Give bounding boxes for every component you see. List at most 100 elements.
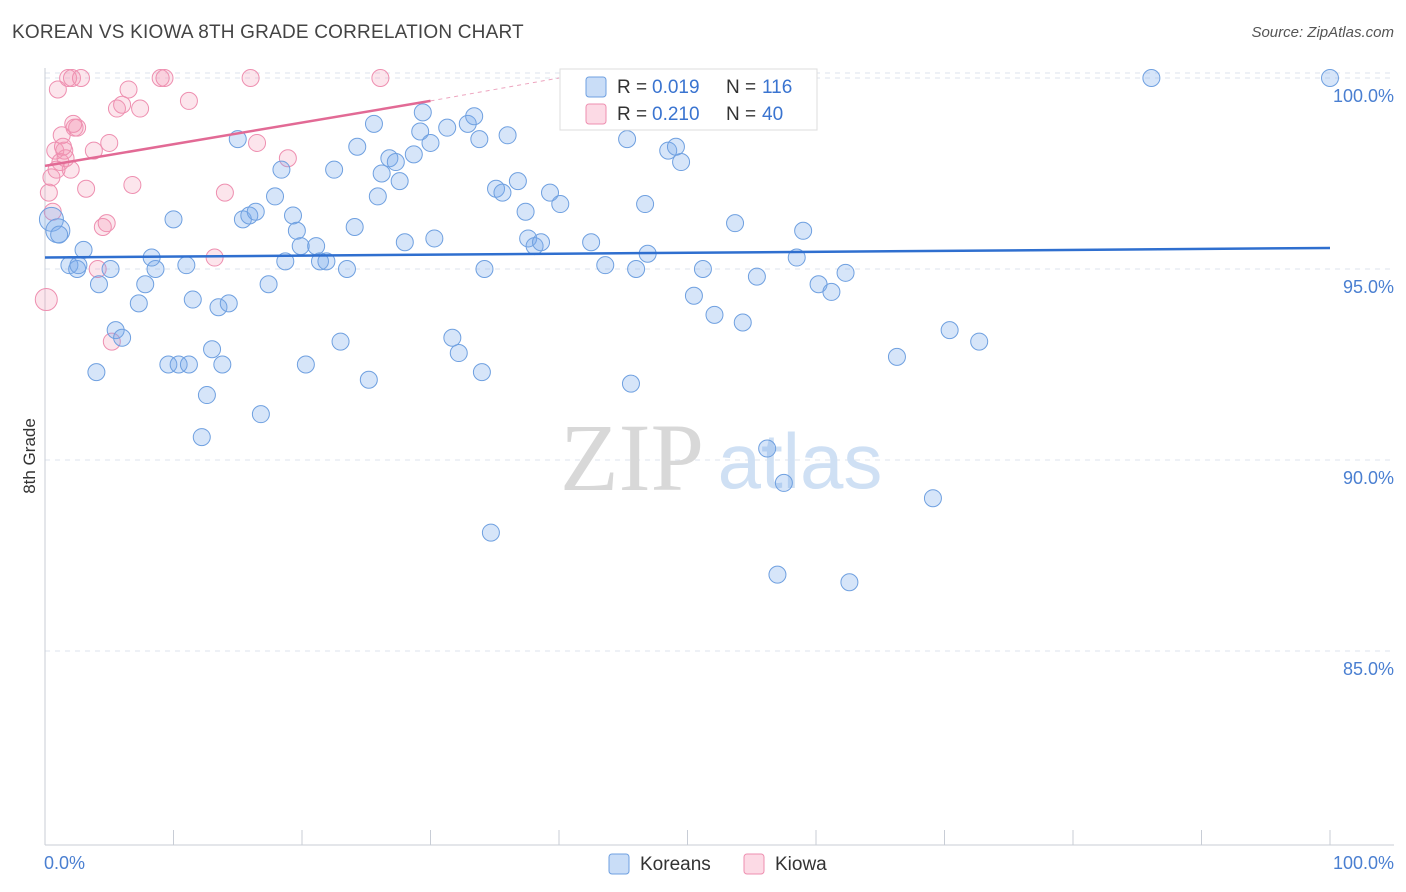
korean-point — [794, 221, 813, 240]
korean-point — [50, 225, 69, 244]
korean-point — [192, 428, 211, 447]
x-tick-label-min: 0.0% — [44, 853, 85, 873]
korean-point — [395, 233, 414, 252]
korean-point — [179, 355, 198, 374]
kiowa-point — [48, 80, 67, 99]
korean-point — [498, 126, 517, 145]
korean-point — [390, 172, 409, 191]
kiowa-point — [102, 332, 121, 351]
korean-point — [532, 233, 551, 252]
korean-point — [758, 439, 777, 458]
korean-point — [458, 114, 477, 133]
korean-point — [219, 294, 238, 313]
korean-point — [246, 202, 265, 221]
korean-point — [359, 370, 378, 389]
kiowa-point — [100, 133, 119, 152]
y-tick-label-0: 85.0% — [1343, 659, 1394, 679]
korean-point — [345, 217, 364, 236]
korean-point — [203, 340, 222, 359]
korean-point — [368, 187, 387, 206]
korean-point — [106, 321, 125, 340]
legend-r-value-koreans: 0.019 — [652, 77, 700, 98]
korean-point — [386, 153, 405, 172]
x-tick-labels: 0.0% 100.0% — [44, 853, 1394, 873]
kiowa-point — [248, 133, 267, 152]
kiowa-point — [34, 288, 58, 312]
legend-r-label-koreans: R = — [617, 77, 647, 98]
korean-point — [822, 282, 841, 301]
korean-point — [69, 256, 88, 275]
korean-point — [272, 160, 291, 179]
korean-point — [726, 214, 745, 233]
korean-point — [307, 237, 326, 256]
korean-point — [183, 290, 202, 309]
korean-point — [493, 183, 512, 202]
korean-point — [276, 252, 295, 271]
korean-point — [596, 256, 615, 275]
korean-point — [516, 202, 535, 221]
korean-point — [621, 374, 640, 393]
legend-n-label-kiowa: N = — [726, 104, 756, 125]
legend-n-value-kiowa: 40 — [762, 104, 783, 125]
korean-point — [213, 355, 232, 374]
korean-point — [413, 103, 432, 122]
kiowa-point — [179, 91, 198, 110]
korean-point — [101, 260, 120, 278]
korean-point — [89, 275, 108, 294]
korean-point — [970, 332, 989, 351]
korean-point — [404, 145, 423, 164]
watermark-zip: ZIP — [560, 404, 704, 511]
korean-point — [284, 206, 303, 225]
korean-point — [411, 122, 430, 141]
kiowa-point — [155, 69, 174, 87]
korean-point — [287, 221, 306, 240]
kiowa-trend-extension — [430, 77, 560, 102]
korean-point — [768, 565, 787, 584]
korean-point — [618, 130, 637, 149]
korean-point — [470, 130, 489, 149]
korean-point — [923, 489, 942, 508]
korean-point — [705, 305, 724, 324]
kiowa-point — [64, 114, 83, 133]
korean-point — [733, 313, 752, 332]
korean-point — [636, 195, 655, 214]
legend-r-value-kiowa: 0.210 — [652, 104, 700, 125]
axes — [44, 68, 1394, 846]
kiowa-point — [77, 179, 96, 198]
chart-title: KOREAN VS KIOWA 8TH GRADE CORRELATION CH… — [12, 22, 524, 43]
trend-lines — [44, 77, 1331, 259]
kiowa-point — [278, 149, 297, 168]
x-tick-label-max: 100.0% — [1333, 853, 1394, 873]
korean-point — [747, 267, 766, 286]
korean-point — [259, 275, 278, 294]
korean-point — [836, 263, 855, 282]
korean-point — [421, 133, 440, 152]
korean-point — [325, 160, 344, 179]
korean-point — [840, 573, 859, 592]
korean-point — [508, 172, 527, 191]
korean-point — [331, 332, 350, 351]
bottom-legend-label-kiowa: Kiowa — [775, 854, 827, 875]
legend-n-label-koreans: N = — [726, 77, 756, 98]
kiowa-point — [241, 69, 260, 87]
korean-point — [666, 137, 685, 156]
watermark: ZIP atlas — [560, 404, 882, 511]
kiowa-trend-line — [44, 99, 431, 168]
kiowa-point — [59, 69, 78, 87]
korean-point — [169, 355, 188, 374]
kiowa-point — [88, 260, 107, 278]
kiowa-points — [34, 69, 390, 351]
kiowa-point — [53, 137, 72, 156]
korean-point — [266, 187, 285, 206]
korean-point — [551, 195, 570, 214]
korean-point — [541, 183, 560, 202]
korean-point — [291, 237, 310, 256]
kiowa-point — [119, 80, 138, 99]
y-tick-label-3: 100.0% — [1333, 86, 1394, 106]
korean-point — [87, 363, 106, 382]
grid-lines — [45, 72, 1394, 652]
korean-point — [364, 114, 383, 133]
kiowa-point — [151, 69, 170, 87]
korean-point — [164, 210, 183, 229]
